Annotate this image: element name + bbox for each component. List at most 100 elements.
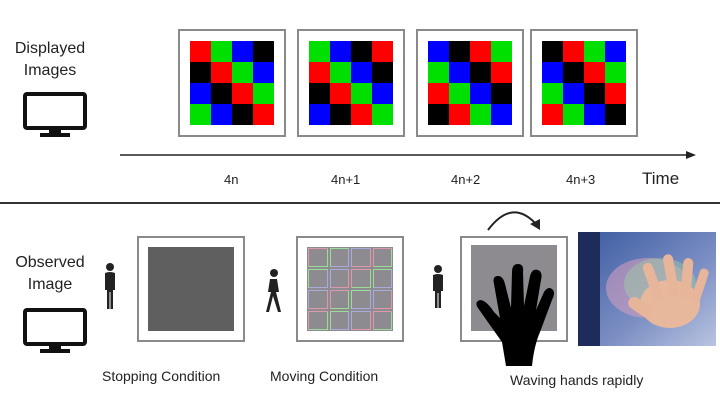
checker-cell xyxy=(563,104,584,125)
checker-cell xyxy=(330,104,351,125)
checker-cell xyxy=(190,83,211,104)
checker-cell xyxy=(211,62,232,83)
stopping-condition-frame xyxy=(137,236,245,342)
checker-cell xyxy=(232,41,253,62)
standing-person-icon xyxy=(433,265,443,308)
section-divider xyxy=(0,202,720,204)
checkerboard-pattern xyxy=(190,41,274,125)
checker-cell xyxy=(470,104,491,125)
checker-cell xyxy=(542,83,563,104)
checker-cell xyxy=(449,62,470,83)
checker-cell xyxy=(542,62,563,83)
caption-waving-hands: Waving hands rapidly xyxy=(510,372,644,388)
checker-cell xyxy=(351,62,372,83)
checker-cell xyxy=(330,41,351,62)
checker-cell xyxy=(253,104,274,125)
checker-cell xyxy=(470,62,491,83)
displayed-label-line1: Displayed xyxy=(14,40,86,57)
checker-cell xyxy=(542,41,563,62)
displayed-image-frame xyxy=(416,29,524,137)
checker-cell xyxy=(563,62,584,83)
waving-hand-photo xyxy=(578,232,716,346)
checker-cell xyxy=(428,83,449,104)
displayed-image-frame xyxy=(530,29,638,137)
checker-cell xyxy=(449,83,470,104)
checker-cell xyxy=(605,41,626,62)
checker-cell xyxy=(309,104,330,125)
monitor-icon xyxy=(23,308,87,353)
walking-person-icon xyxy=(266,269,281,312)
checker-cell xyxy=(491,104,512,125)
checker-cell xyxy=(253,83,274,104)
checker-cell xyxy=(309,83,330,104)
observed-label-line1: Observed xyxy=(15,254,85,271)
checker-cell xyxy=(491,83,512,104)
displayed-images-label: Displayed Images xyxy=(0,38,100,82)
displayed-image-frame xyxy=(178,29,286,137)
checker-cell xyxy=(253,62,274,83)
checker-cell xyxy=(190,41,211,62)
checker-cell xyxy=(470,83,491,104)
checker-cell xyxy=(190,62,211,83)
blurred-checker-image xyxy=(307,247,393,331)
checker-cell xyxy=(351,41,372,62)
checker-cell xyxy=(605,83,626,104)
hand-icon xyxy=(476,264,554,366)
checker-cell xyxy=(211,83,232,104)
checker-cell xyxy=(232,104,253,125)
checker-cell xyxy=(372,62,393,83)
observed-label-line2: Image xyxy=(27,276,73,293)
checker-cell xyxy=(584,62,605,83)
time-axis xyxy=(120,151,696,159)
time-tick-label: 4n xyxy=(224,172,239,187)
checker-cell xyxy=(190,104,211,125)
checkerboard-pattern xyxy=(428,41,512,125)
checker-cell xyxy=(428,62,449,83)
checker-cell xyxy=(449,104,470,125)
displayed-image-frame xyxy=(297,29,405,137)
time-tick-label: 4n+3 xyxy=(566,172,596,187)
checkerboard-pattern xyxy=(309,41,393,125)
checker-cell xyxy=(253,41,274,62)
checker-cell xyxy=(351,83,372,104)
checker-cell xyxy=(309,41,330,62)
uniform-gray-image xyxy=(148,247,234,331)
checker-cell xyxy=(584,83,605,104)
checker-cell xyxy=(449,41,470,62)
checker-cell xyxy=(542,104,563,125)
checkerboard-pattern xyxy=(542,41,626,125)
time-tick-label: 4n+2 xyxy=(451,172,481,187)
checker-cell xyxy=(491,41,512,62)
checker-cell xyxy=(330,83,351,104)
checker-cell xyxy=(232,62,253,83)
checker-cell xyxy=(351,104,372,125)
checker-cell xyxy=(428,41,449,62)
checker-cell xyxy=(372,41,393,62)
checker-cell xyxy=(563,41,584,62)
checker-cell xyxy=(372,104,393,125)
checker-cell xyxy=(211,104,232,125)
curved-arrow-icon xyxy=(487,211,540,231)
time-tick-label: 4n+1 xyxy=(331,172,361,187)
checker-cell xyxy=(372,83,393,104)
checker-cell xyxy=(584,41,605,62)
displayed-label-line2: Images xyxy=(23,62,77,79)
moving-condition-frame xyxy=(296,236,404,342)
monitor-icon xyxy=(23,92,87,137)
checker-cell xyxy=(605,62,626,83)
checker-cell xyxy=(309,62,330,83)
checker-cell xyxy=(428,104,449,125)
checker-cell xyxy=(211,41,232,62)
checker-cell xyxy=(232,83,253,104)
caption-stopping-condition: Stopping Condition xyxy=(102,368,221,384)
checker-cell xyxy=(470,41,491,62)
checker-cell xyxy=(584,104,605,125)
caption-moving-condition: Moving Condition xyxy=(270,368,379,384)
checker-cell xyxy=(491,62,512,83)
standing-person-icon xyxy=(105,263,115,309)
observed-image-label: Observed Image xyxy=(0,252,100,296)
checker-cell xyxy=(330,62,351,83)
time-axis-label: Time xyxy=(642,169,680,188)
checker-cell xyxy=(563,83,584,104)
checker-cell xyxy=(605,104,626,125)
